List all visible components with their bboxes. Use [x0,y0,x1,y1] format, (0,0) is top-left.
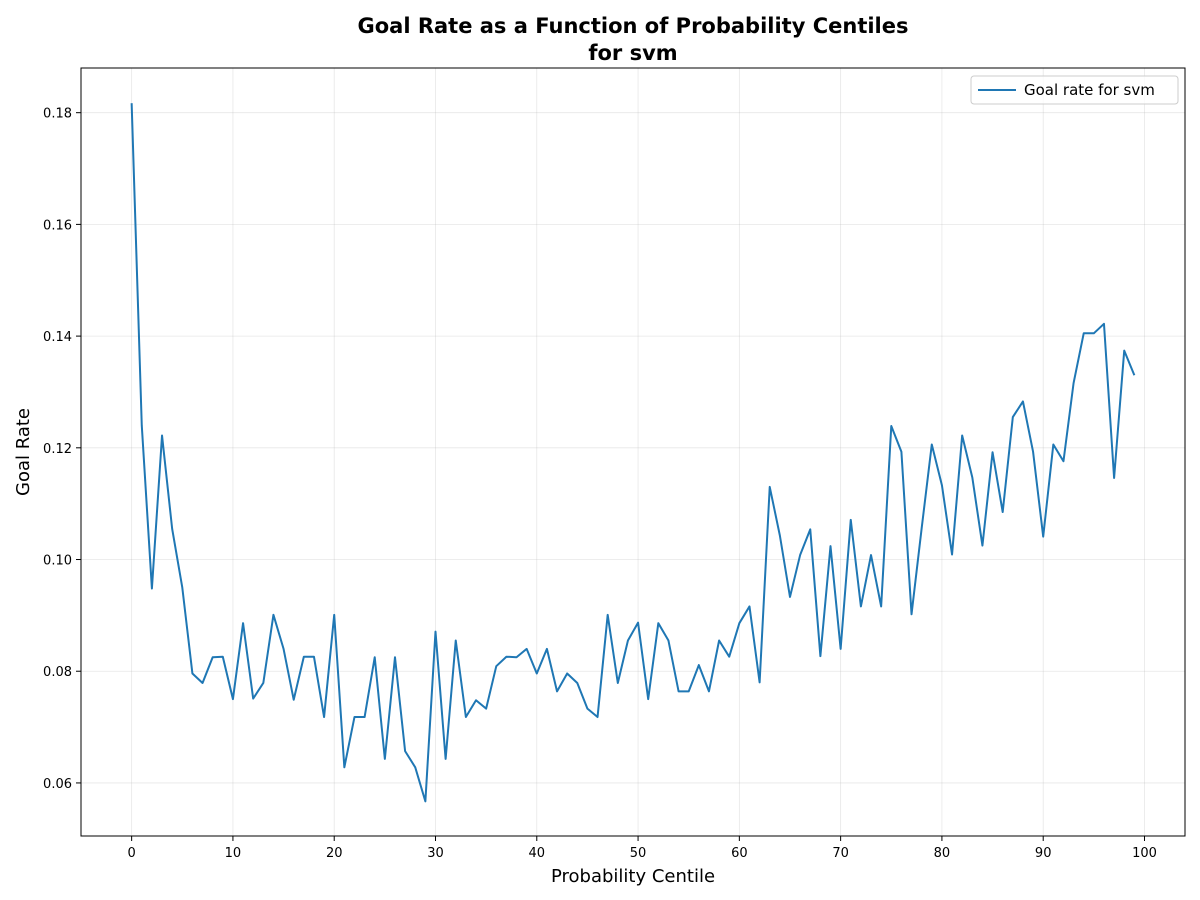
x-tick-label: 0 [128,846,136,861]
legend: Goal rate for svm [970,75,1179,105]
y-tick-label: 0.12 [43,442,72,457]
grid [81,68,1185,836]
legend-entry-label: Goal rate for svm [1024,81,1155,99]
y-tick-label: 0.16 [43,218,72,233]
x-tick-label: 80 [934,846,951,861]
x-tick-label: 10 [225,846,242,861]
x-tick-label: 30 [427,846,444,861]
chart-title-line2: for svm [588,41,677,65]
x-tick-label: 70 [832,846,849,861]
series-layer [130,103,1136,803]
x-tick-label: 60 [731,846,748,861]
legend-box [970,75,1179,105]
y-tick-label: 0.06 [43,777,72,792]
y-axis-label: Goal Rate [13,408,34,496]
y-tick-label: 0.08 [43,665,72,680]
x-tick-label: 90 [1035,846,1052,861]
x-axis-label: Probability Centile [551,866,715,887]
x-tick-label: 40 [529,846,546,861]
y-tick-label: 0.14 [43,330,72,345]
series-line-goal-rate [130,103,1136,803]
y-tick-label: 0.10 [43,554,72,569]
x-tick-label: 50 [630,846,647,861]
chart-title-line1: Goal Rate as a Function of Probability C… [357,14,908,38]
y-tick-label: 0.18 [43,107,72,122]
x-tick-label: 100 [1132,846,1157,861]
plot-frame [80,67,1186,837]
x-tick-label: 20 [326,846,343,861]
axis-ticks: 0 10 20 30 40 50 60 70 80 90 100 0.06 0.08 0.10 0.12 0.… [43,107,1157,861]
